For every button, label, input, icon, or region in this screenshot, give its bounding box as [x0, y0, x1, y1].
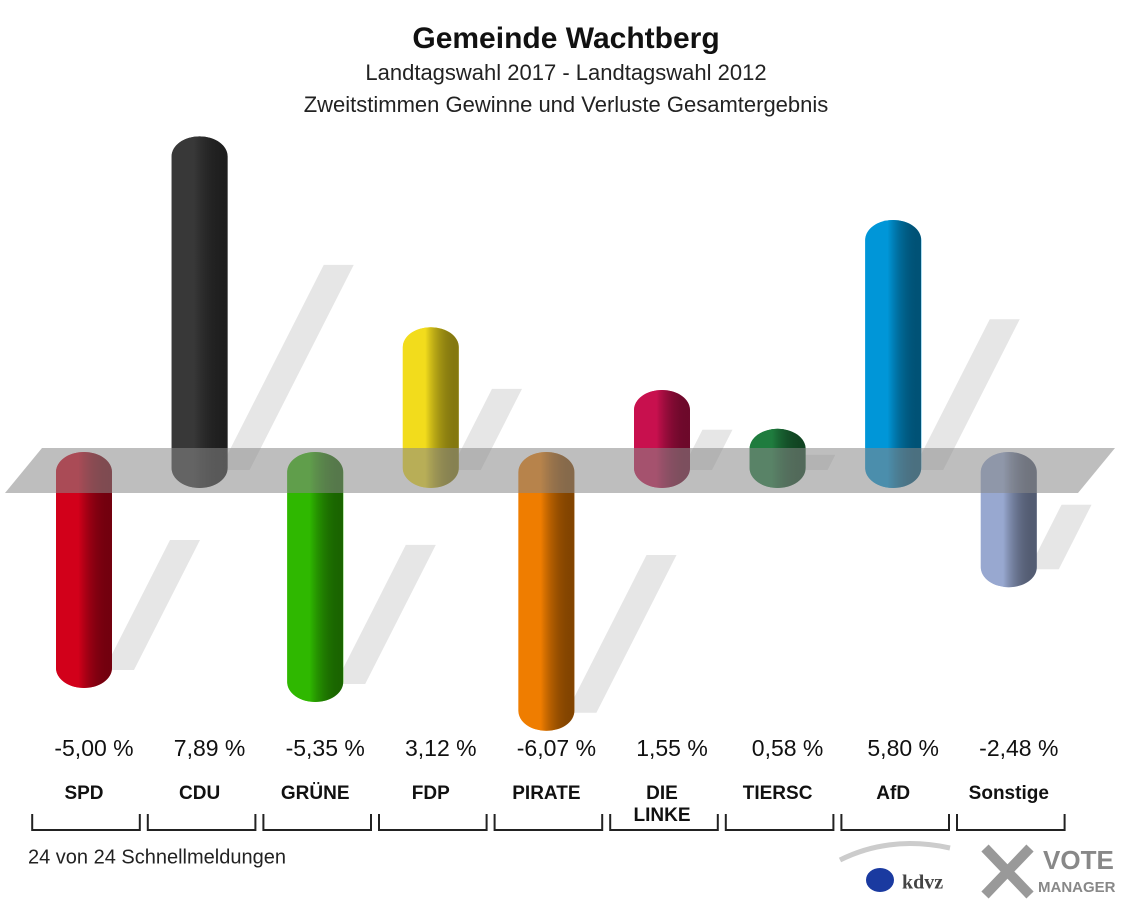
- logo-text: MANAGER: [1038, 879, 1116, 896]
- footnote: 24 von 24 Schnellmeldungen: [28, 846, 286, 868]
- category-label: PIRATE: [512, 783, 581, 804]
- logo-text: kdvz: [902, 872, 943, 894]
- category-bracket: [262, 814, 372, 831]
- subtitle: Landtagswahl 2017 - Landtagswahl 2012: [365, 60, 766, 85]
- logo-swoosh: [838, 841, 951, 863]
- category-bracket: [378, 814, 488, 831]
- category-bracket: [956, 814, 1066, 831]
- logo-text: VOTE: [1043, 845, 1114, 875]
- category-label: DIE LINKE: [633, 783, 691, 826]
- zero-band: [5, 448, 1115, 493]
- category-label: CDU: [179, 783, 221, 804]
- value-label: -5,00 %: [54, 735, 133, 761]
- bar: [56, 452, 112, 688]
- bar-shadow: [566, 554, 677, 713]
- value-label: 1,55 %: [636, 735, 708, 761]
- category-bracket: [609, 814, 719, 831]
- bar-shadow: [219, 264, 354, 470]
- bar: [402, 327, 459, 488]
- value-label: 3,12 %: [405, 735, 477, 761]
- category-bracket: [493, 814, 604, 831]
- category-bracket: [724, 814, 835, 831]
- bar-shadow: [335, 544, 436, 684]
- logo-mark: [866, 868, 894, 892]
- category-label: SPD: [64, 783, 104, 804]
- subtitle: Zweitstimmen Gewinne und Verluste Gesamt…: [304, 92, 829, 117]
- bar-shadow: [913, 319, 1020, 470]
- value-label: -2,48 %: [979, 735, 1058, 761]
- bar-shadow: [1028, 504, 1092, 570]
- category-label: AfD: [876, 783, 911, 804]
- bar-shadow: [104, 540, 200, 670]
- value-label: 7,89 %: [174, 735, 246, 761]
- bar: [287, 452, 344, 702]
- chart-title: Gemeinde Wachtberg: [412, 22, 719, 55]
- category-label: Sonstige: [968, 783, 1049, 804]
- bar: [518, 452, 575, 731]
- value-label: -6,07 %: [517, 735, 596, 761]
- category-bracket: [840, 814, 950, 831]
- category-label: TIERSC: [742, 783, 813, 804]
- logo-x: [981, 844, 1034, 899]
- bar: [865, 220, 922, 488]
- category-bracket: [31, 814, 141, 831]
- category-label: GRÜNE: [280, 783, 350, 804]
- bar: [171, 136, 228, 488]
- value-label: 0,58 %: [752, 735, 824, 761]
- category-label: FDP: [411, 783, 450, 804]
- value-label: -5,35 %: [286, 735, 365, 761]
- category-bracket: [146, 814, 257, 831]
- value-label: 5,80 %: [867, 735, 939, 761]
